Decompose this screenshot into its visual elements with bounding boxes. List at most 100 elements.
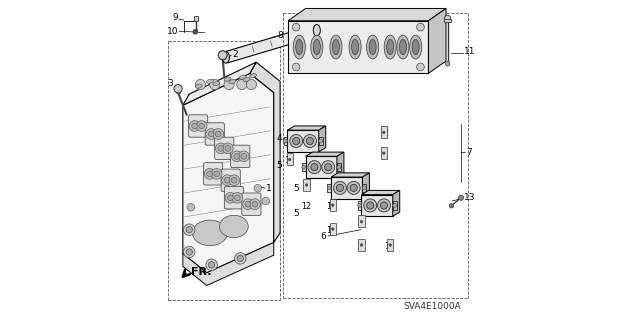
Text: 12: 12 <box>385 242 395 251</box>
Text: 7: 7 <box>466 148 472 157</box>
Ellipse shape <box>293 35 305 59</box>
FancyBboxPatch shape <box>205 123 224 145</box>
Text: 4: 4 <box>276 134 282 143</box>
Circle shape <box>449 204 454 208</box>
Ellipse shape <box>349 35 361 59</box>
Circle shape <box>250 199 260 210</box>
Circle shape <box>237 79 247 90</box>
FancyBboxPatch shape <box>224 187 243 209</box>
Circle shape <box>289 158 291 161</box>
Bar <box>195 16 198 21</box>
Text: 5: 5 <box>294 209 300 218</box>
Polygon shape <box>393 201 397 210</box>
Ellipse shape <box>193 220 227 246</box>
Polygon shape <box>306 156 337 178</box>
Polygon shape <box>287 130 319 152</box>
Circle shape <box>231 177 237 183</box>
Bar <box>358 215 365 227</box>
Polygon shape <box>319 126 326 152</box>
Polygon shape <box>428 9 446 73</box>
Text: 12: 12 <box>326 226 337 235</box>
Polygon shape <box>302 163 306 172</box>
Ellipse shape <box>243 78 250 81</box>
Ellipse shape <box>222 52 229 63</box>
Bar <box>303 179 310 191</box>
Ellipse shape <box>397 35 409 59</box>
Polygon shape <box>306 152 344 156</box>
Circle shape <box>292 137 300 145</box>
Circle shape <box>364 199 377 212</box>
Circle shape <box>199 123 205 129</box>
Ellipse shape <box>410 35 422 59</box>
Text: 12: 12 <box>356 218 366 227</box>
Ellipse shape <box>239 75 246 79</box>
Circle shape <box>204 168 215 179</box>
Bar <box>330 223 336 235</box>
Polygon shape <box>362 173 369 199</box>
Bar <box>176 85 180 93</box>
FancyBboxPatch shape <box>189 115 208 137</box>
Ellipse shape <box>367 35 379 59</box>
Circle shape <box>337 165 340 169</box>
Ellipse shape <box>296 40 303 55</box>
Circle shape <box>187 204 195 211</box>
Polygon shape <box>362 183 366 192</box>
Polygon shape <box>337 163 340 172</box>
Circle shape <box>210 79 220 90</box>
Circle shape <box>223 143 233 154</box>
Circle shape <box>362 186 366 190</box>
Circle shape <box>241 153 246 159</box>
Polygon shape <box>331 173 369 177</box>
Circle shape <box>186 226 193 233</box>
FancyBboxPatch shape <box>242 193 261 215</box>
FancyBboxPatch shape <box>230 145 250 167</box>
Text: 2: 2 <box>232 50 238 59</box>
Circle shape <box>192 123 198 129</box>
Ellipse shape <box>207 79 213 83</box>
Ellipse shape <box>412 40 419 55</box>
Circle shape <box>324 164 332 171</box>
Polygon shape <box>288 21 428 73</box>
Circle shape <box>246 79 257 90</box>
Circle shape <box>184 246 195 258</box>
Ellipse shape <box>311 35 323 59</box>
Circle shape <box>218 51 227 60</box>
Polygon shape <box>250 62 280 242</box>
Bar <box>287 153 293 165</box>
Circle shape <box>367 202 374 209</box>
Circle shape <box>254 184 262 192</box>
Bar <box>387 239 394 251</box>
Circle shape <box>458 195 463 200</box>
Polygon shape <box>288 9 446 21</box>
Circle shape <box>383 131 385 134</box>
Circle shape <box>207 171 212 177</box>
Circle shape <box>234 195 240 201</box>
Bar <box>381 126 387 138</box>
Circle shape <box>417 63 424 71</box>
Circle shape <box>216 131 221 137</box>
Circle shape <box>243 199 253 210</box>
Circle shape <box>225 192 236 203</box>
Circle shape <box>332 228 334 230</box>
Circle shape <box>232 192 243 203</box>
Bar <box>358 239 365 251</box>
Ellipse shape <box>224 77 231 81</box>
Polygon shape <box>183 73 274 273</box>
Circle shape <box>380 202 388 209</box>
Circle shape <box>209 262 215 268</box>
Circle shape <box>292 63 300 71</box>
Polygon shape <box>362 190 400 195</box>
Polygon shape <box>183 62 256 105</box>
Circle shape <box>234 153 239 159</box>
Circle shape <box>333 182 346 194</box>
FancyBboxPatch shape <box>221 169 240 191</box>
Ellipse shape <box>399 40 406 55</box>
Circle shape <box>224 79 234 90</box>
Circle shape <box>206 129 216 139</box>
FancyBboxPatch shape <box>215 137 234 160</box>
Circle shape <box>232 151 242 162</box>
Circle shape <box>360 244 363 246</box>
Text: 12: 12 <box>379 129 389 138</box>
Circle shape <box>211 168 222 179</box>
Ellipse shape <box>229 80 236 84</box>
